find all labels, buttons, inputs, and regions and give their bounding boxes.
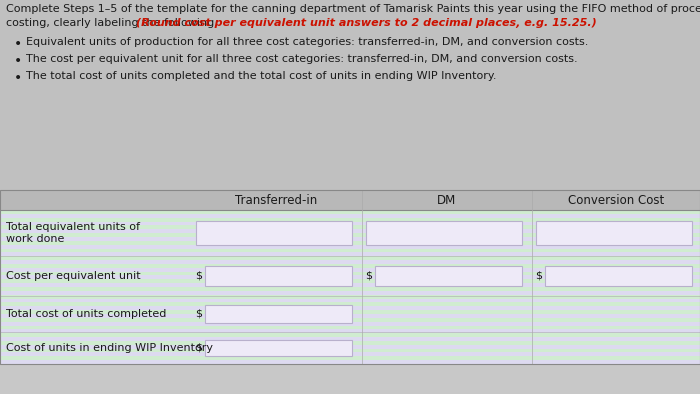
Text: Transferred-in: Transferred-in (235, 193, 317, 206)
Text: $: $ (535, 271, 542, 281)
Text: $: $ (195, 271, 202, 281)
Bar (375, 266, 522, 286)
Bar (0, 291, 700, 295)
Bar (0, 233, 700, 237)
Bar (0, 214, 700, 218)
Text: •: • (14, 37, 22, 51)
Bar (0, 303, 700, 306)
Text: •: • (14, 54, 22, 68)
Text: $: $ (195, 343, 202, 353)
Bar (0, 306, 700, 310)
Bar (0, 322, 700, 325)
Bar (0, 360, 700, 364)
Bar (366, 221, 522, 245)
Text: The cost per equivalent unit for all three cost categories: transferred-in, DM, : The cost per equivalent unit for all thr… (26, 54, 577, 64)
Bar (0, 252, 700, 256)
Bar (0, 310, 700, 314)
Bar (0, 299, 700, 303)
Bar (0, 268, 700, 271)
Bar (0, 353, 700, 356)
Bar (0, 329, 700, 333)
Bar (0, 190, 700, 210)
Bar (0, 279, 700, 283)
Text: Cost of units in ending WIP Inventory: Cost of units in ending WIP Inventory (6, 343, 213, 353)
Bar (0, 260, 700, 264)
Bar (0, 229, 700, 233)
Text: costing, clearly labeling the following.: costing, clearly labeling the following. (6, 18, 221, 28)
Bar (0, 0, 700, 200)
Bar (0, 333, 700, 337)
Text: Conversion Cost: Conversion Cost (568, 193, 664, 206)
Bar (0, 275, 700, 279)
Bar (0, 241, 700, 245)
Bar (0, 218, 700, 221)
Bar (0, 271, 700, 275)
Bar (0, 221, 700, 225)
Bar (0, 345, 700, 349)
Bar (0, 341, 700, 345)
Bar (0, 325, 700, 329)
Text: $: $ (365, 271, 372, 281)
Text: •: • (14, 71, 22, 85)
Text: The total cost of units completed and the total cost of units in ending WIP Inve: The total cost of units completed and th… (26, 71, 496, 81)
Bar (545, 266, 692, 286)
Text: Cost per equivalent unit: Cost per equivalent unit (6, 271, 141, 281)
Text: Total equivalent units of
work done: Total equivalent units of work done (6, 222, 140, 244)
Text: Total cost of units completed: Total cost of units completed (6, 309, 167, 319)
Text: Complete Steps 1–5 of the template for the canning department of Tamarisk Paints: Complete Steps 1–5 of the template for t… (6, 4, 700, 14)
Bar (0, 190, 700, 364)
Bar (0, 318, 700, 322)
Text: Equivalent units of production for all three cost categories: transferred-in, DM: Equivalent units of production for all t… (26, 37, 589, 47)
Bar (0, 337, 700, 341)
Bar (0, 256, 700, 260)
Text: DM: DM (436, 193, 456, 206)
Bar (0, 287, 700, 291)
Bar (0, 210, 700, 214)
Bar (205, 340, 352, 356)
Bar (0, 295, 700, 299)
Bar (0, 264, 700, 268)
Bar (536, 221, 692, 245)
Text: (Round cost per equivalent unit answers to 2 decimal places, e.g. 15.25.): (Round cost per equivalent unit answers … (136, 18, 596, 28)
Bar (0, 237, 700, 241)
Text: $: $ (195, 309, 202, 319)
Bar (0, 349, 700, 353)
Bar (0, 249, 700, 252)
Bar (205, 305, 352, 323)
Bar (196, 221, 352, 245)
Bar (0, 314, 700, 318)
Bar (0, 245, 700, 249)
Bar (205, 266, 352, 286)
Bar (0, 225, 700, 229)
Bar (0, 356, 700, 360)
Bar (0, 283, 700, 287)
